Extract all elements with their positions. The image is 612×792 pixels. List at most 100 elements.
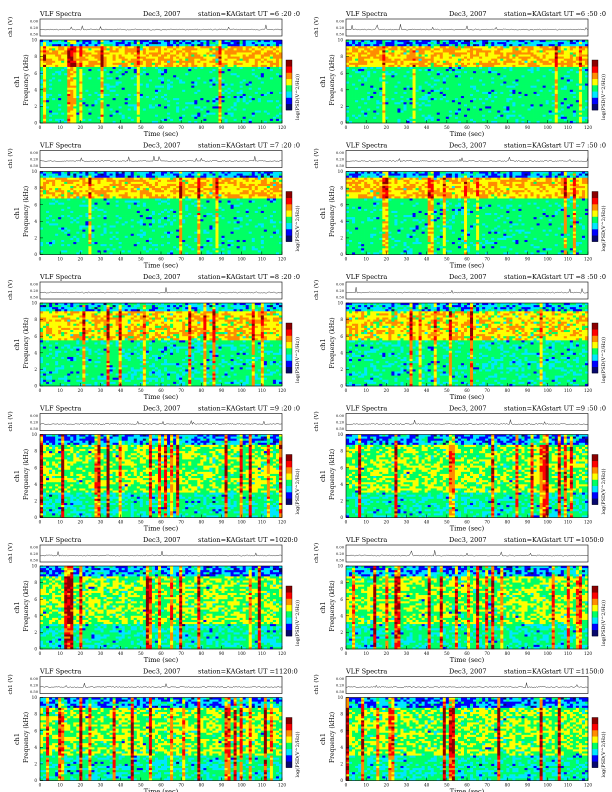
spectrogram-cell	[197, 79, 200, 81]
spectrogram-cell	[228, 113, 231, 115]
spectrogram-cell	[73, 65, 76, 67]
spectrogram-cell	[161, 108, 164, 110]
spectrogram-cell	[264, 104, 267, 106]
spectrogram-cell	[164, 65, 167, 67]
spectrogram-cell	[158, 106, 161, 108]
spectrogram-cell	[446, 84, 449, 86]
spectrogram-cell	[119, 57, 122, 59]
spectrogram-cell	[485, 55, 488, 57]
spectrogram-cell	[158, 42, 161, 44]
spectrogram-cell	[49, 61, 52, 63]
spectrogram-cell	[234, 94, 237, 96]
spectrogram-cell	[482, 42, 485, 44]
spectrogram-cell	[558, 65, 561, 67]
spectrogram-cell	[194, 44, 197, 46]
spectrogram-cell	[373, 84, 376, 86]
spectrogram-cell	[203, 111, 206, 113]
spectrogram-cell	[549, 75, 552, 77]
spectrogram-cell	[440, 77, 443, 79]
spectrogram-cell	[116, 67, 119, 69]
spectrogram-cell	[110, 119, 113, 121]
spectrogram-cell	[385, 59, 388, 61]
spectrogram-cell	[240, 67, 243, 69]
spectrogram-cell	[146, 106, 149, 108]
spectrogram-cell	[76, 113, 79, 115]
spectrogram-cell	[188, 94, 191, 96]
spectrogram-cell	[218, 111, 221, 113]
spectrogram-cell	[85, 44, 88, 46]
spectrogram-cell	[134, 55, 137, 57]
spectrogram-cell	[70, 106, 73, 108]
spectrogram-cell	[555, 71, 558, 73]
spectrogram-cell	[155, 59, 158, 61]
spectrogram-cell	[449, 71, 452, 73]
spectrogram-cell	[394, 84, 397, 86]
spectrogram-cell	[261, 63, 264, 65]
time-tick-label: 120	[278, 125, 286, 130]
spectrogram-cell	[567, 73, 570, 75]
spectrogram-cell	[270, 119, 273, 121]
spectrogram-cell	[431, 52, 434, 54]
spectrogram-cell	[176, 40, 179, 42]
spectrogram-cell	[158, 59, 161, 61]
spectrogram-cell	[188, 71, 191, 73]
spectrogram-cell	[140, 71, 143, 73]
spectrogram-cell	[46, 75, 49, 77]
spectrogram-cell	[215, 52, 218, 54]
spectrogram-cell	[107, 111, 110, 113]
spectrogram-cell	[410, 48, 413, 50]
spectrogram-cell	[455, 65, 458, 67]
spectrogram-cell	[506, 67, 509, 69]
spectrogram-cell	[579, 46, 582, 48]
spectrogram-cell	[91, 67, 94, 69]
spectrogram-cell	[361, 84, 364, 86]
spectrogram-cell	[137, 111, 140, 113]
time-tick-label: 90	[219, 125, 225, 130]
spectrogram-cell	[88, 40, 91, 42]
spectrogram-cell	[49, 84, 52, 86]
spectrogram-cell	[167, 88, 170, 90]
spectrogram-cell	[434, 73, 437, 75]
spectrogram-cell	[155, 98, 158, 100]
spectrogram-cell	[464, 40, 467, 42]
spectrogram-cell	[379, 52, 382, 54]
spectrogram-cell	[261, 98, 264, 100]
spectrogram-cell	[52, 82, 55, 84]
spectrogram-cell	[237, 57, 240, 59]
spectrogram-cell	[422, 61, 425, 63]
spectrogram-cell	[164, 59, 167, 61]
spectrogram-cell	[576, 79, 579, 81]
spectrogram-cell	[264, 96, 267, 98]
spectrogram-cell	[143, 42, 146, 44]
spectrogram-cell	[491, 63, 494, 65]
spectrogram-cell	[400, 65, 403, 67]
spectrogram-cell	[276, 55, 279, 57]
spectrogram-cell	[364, 75, 367, 77]
spectrogram-cell	[476, 55, 479, 57]
spectrogram-cell	[443, 67, 446, 69]
spectrogram-cell	[58, 42, 61, 44]
spectrogram-cell	[94, 113, 97, 115]
spectrogram-cell	[567, 44, 570, 46]
spectrogram-cell	[473, 77, 476, 79]
spectrogram-cell	[425, 63, 428, 65]
spectrogram-cell	[367, 61, 370, 63]
spectrogram-cell	[497, 52, 500, 54]
spectrogram-cell	[110, 115, 113, 117]
ch1-strip-frame	[40, 19, 282, 36]
spectrogram-cell	[203, 92, 206, 94]
spectrogram-cell	[437, 42, 440, 44]
spectrogram-cell	[576, 65, 579, 67]
spectrogram-cell	[267, 92, 270, 94]
spectrogram-cell	[494, 42, 497, 44]
spectrogram-cell	[97, 96, 100, 98]
spectrogram-cell	[394, 73, 397, 75]
spectrogram-cell	[515, 79, 518, 81]
spectrogram-cell	[116, 55, 119, 57]
spectrogram-cell	[506, 44, 509, 46]
spectrogram-cell	[270, 46, 273, 48]
ch1-tick-label: 0.50	[30, 33, 39, 37]
spectrogram-cell	[264, 57, 267, 59]
spectrogram-cell	[231, 69, 234, 71]
spectrogram-cell	[479, 48, 482, 50]
